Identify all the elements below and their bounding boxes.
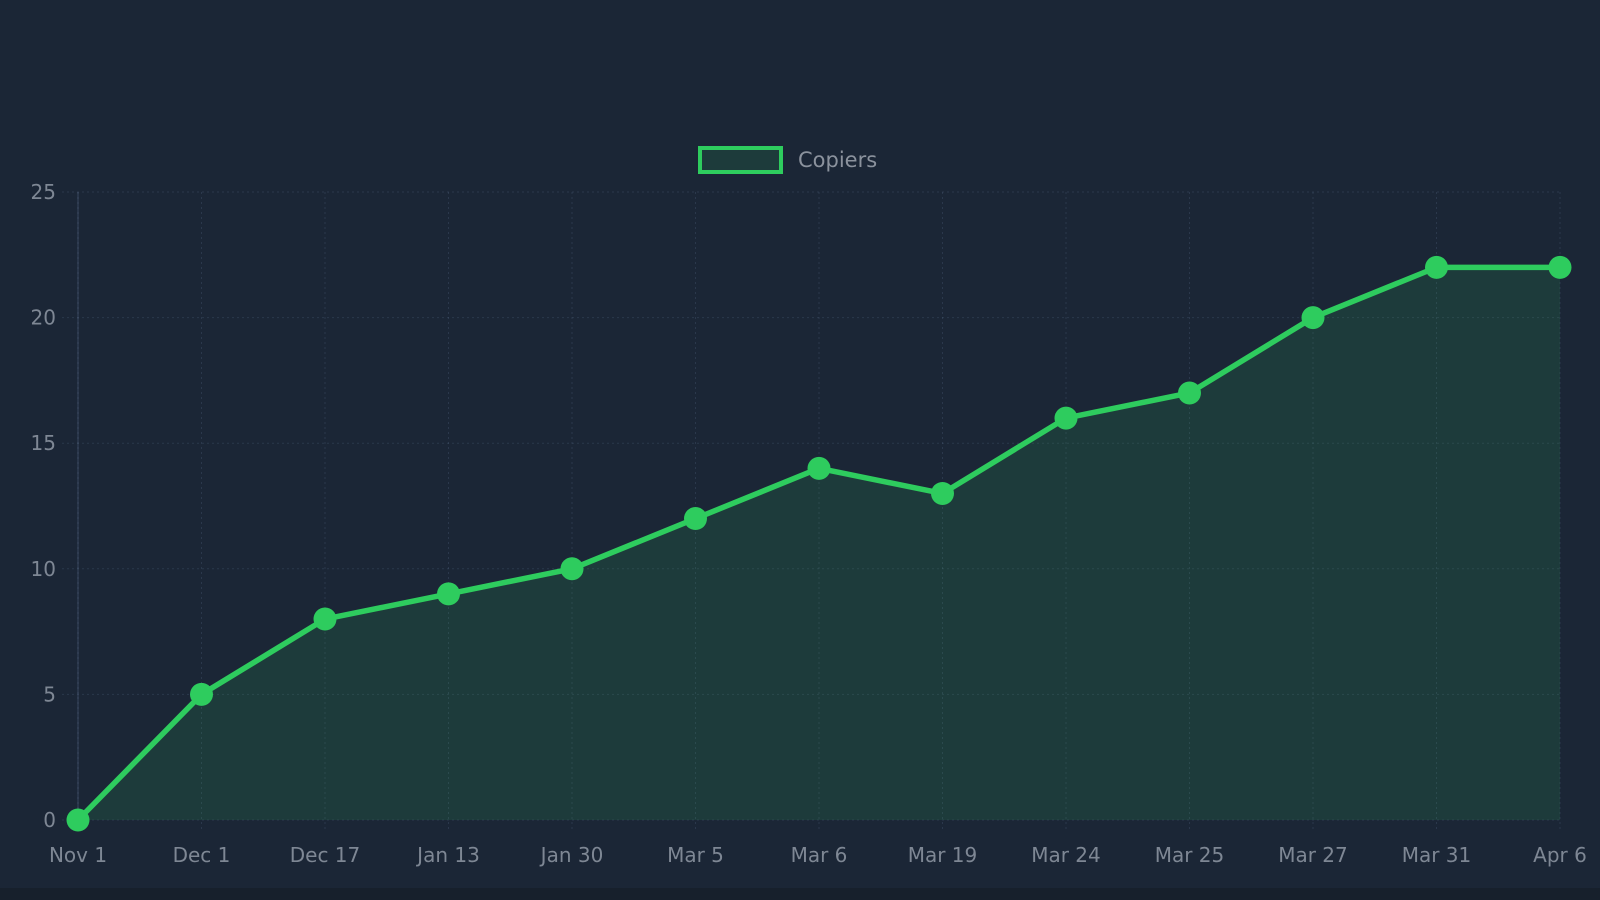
x-tick-label: Mar 27 (1278, 843, 1348, 867)
data-point-jan-30[interactable] (560, 557, 584, 581)
data-point-mar-6[interactable] (807, 456, 831, 480)
legend-item-copiers[interactable]: Copiers (698, 146, 877, 174)
y-tick-label: 20 (31, 306, 56, 330)
y-tick-label: 5 (43, 682, 56, 706)
data-point-nov-1[interactable] (66, 808, 90, 832)
y-tick-label: 10 (31, 557, 56, 581)
data-point-mar-24[interactable] (1054, 406, 1078, 430)
x-tick-label: Apr 6 (1533, 843, 1587, 867)
x-tick-label: Dec 1 (173, 843, 231, 867)
y-tick-label: 15 (31, 431, 56, 455)
x-tick-label: Jan 13 (415, 843, 480, 867)
data-point-jan-13[interactable] (437, 582, 460, 606)
x-tick-label: Dec 17 (290, 843, 361, 867)
x-tick-label: Nov 1 (49, 843, 107, 867)
x-tick-label: Jan 30 (539, 843, 604, 867)
data-point-mar-19[interactable] (931, 481, 954, 505)
x-tick-label: Mar 6 (791, 843, 848, 867)
x-tick-label: Mar 31 (1402, 843, 1472, 867)
x-tick-label: Mar 24 (1031, 843, 1101, 867)
data-point-mar-5[interactable] (684, 507, 707, 531)
series-area (78, 267, 1560, 820)
x-tick-label: Mar 19 (908, 843, 978, 867)
data-point-dec-1[interactable] (190, 682, 213, 706)
x-tick-label: Mar 5 (667, 843, 724, 867)
data-point-dec-17[interactable] (313, 607, 337, 631)
y-tick-label: 0 (43, 808, 56, 832)
data-point-apr-6[interactable] (1548, 255, 1572, 279)
legend-label: Copiers (798, 147, 878, 172)
panel-bottom-edge (0, 888, 1600, 900)
data-point-mar-25[interactable] (1178, 381, 1201, 405)
data-point-mar-31[interactable] (1425, 255, 1448, 279)
y-tick-label: 25 (31, 180, 56, 204)
x-tick-label: Mar 25 (1155, 843, 1225, 867)
legend-swatch-icon (698, 146, 783, 174)
data-point-mar-27[interactable] (1301, 306, 1325, 330)
